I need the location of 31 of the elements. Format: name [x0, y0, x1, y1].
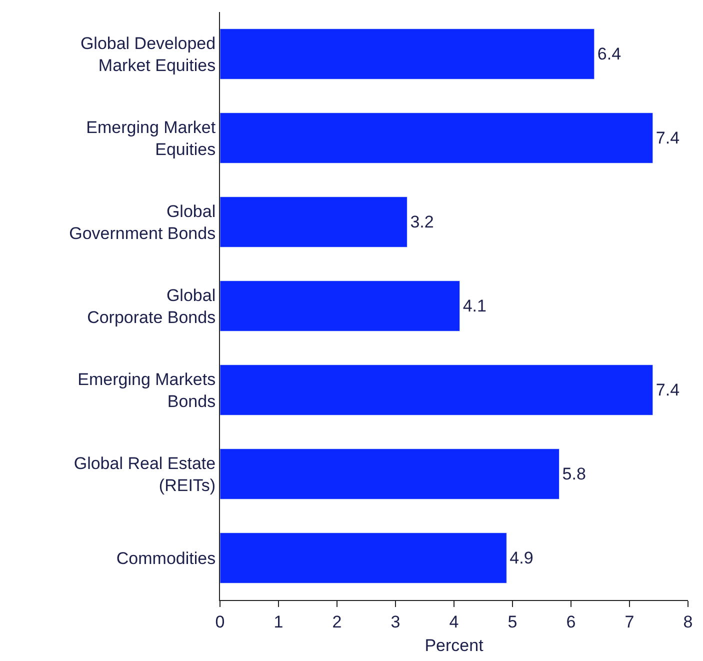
data-label: 7.4 [656, 128, 680, 148]
data-label: 7.4 [656, 380, 680, 400]
x-tick-label: 2 [332, 612, 342, 632]
y-tick-label: Global Real Estate (REITs) [74, 454, 216, 495]
data-label: 4.1 [462, 296, 486, 316]
y-tick-label: Global Developed Market Equities [80, 34, 216, 75]
bar [220, 196, 408, 248]
y-tick-label: Emerging Market Equities [86, 118, 216, 159]
y-tick-label: Commodities [116, 548, 216, 568]
x-tick-label: 0 [215, 612, 225, 632]
x-tick-label: 5 [508, 612, 518, 632]
bar [220, 28, 595, 80]
data-label: 3.2 [410, 212, 434, 232]
y-tick-label: Global Corporate Bonds [87, 286, 216, 327]
data-label: 4.9 [510, 548, 534, 568]
x-axis-title: Percent [424, 636, 484, 655]
x-tick-label: 1 [274, 612, 284, 632]
bar [220, 112, 654, 164]
x-tick-label: 6 [566, 612, 576, 632]
y-tick-label: Emerging Markets Bonds [78, 370, 216, 411]
bar [220, 532, 507, 584]
data-label: 6.4 [597, 44, 622, 64]
data-label: 5.8 [562, 464, 586, 484]
x-tick-label: 8 [683, 612, 693, 632]
bar [220, 280, 460, 332]
bar [220, 364, 654, 416]
x-tick-label: 4 [449, 612, 459, 632]
x-tick-label: 3 [390, 612, 400, 632]
bar [220, 448, 560, 500]
x-tick-label: 7 [624, 612, 634, 632]
y-tick-label: Global Government Bonds [69, 202, 216, 243]
